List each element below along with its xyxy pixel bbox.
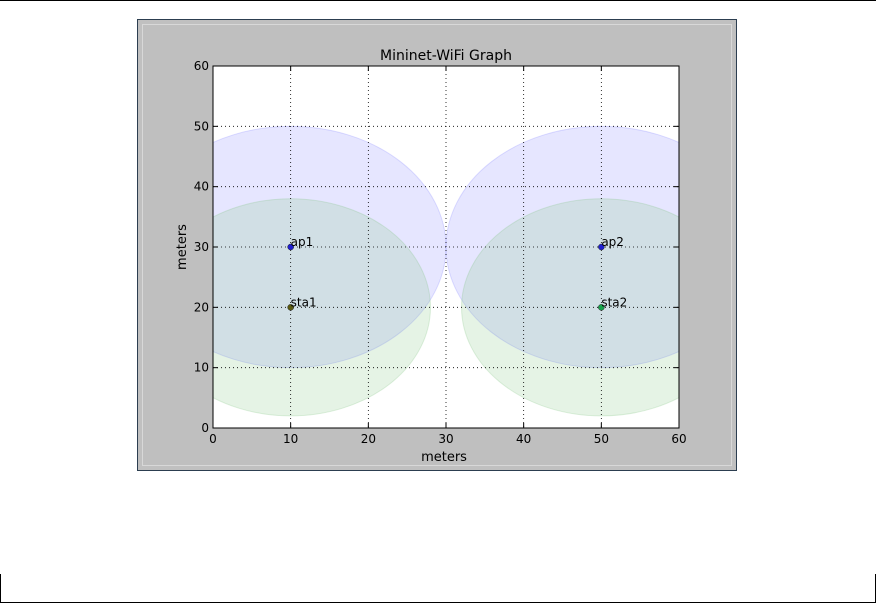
x-tick-label: 40 — [516, 432, 531, 446]
x-tick-label: 30 — [438, 432, 453, 446]
y-tick-label: 50 — [194, 119, 209, 133]
ap1-point — [287, 243, 294, 251]
x-axis-label: meters — [421, 450, 467, 465]
x-tick-label: 20 — [361, 432, 376, 446]
ap2-label: ap2 — [601, 235, 624, 249]
y-tick-label: 10 — [194, 361, 209, 375]
sta1-label: sta1 — [291, 295, 317, 309]
chart-title: Mininet-WiFi Graph — [380, 48, 512, 64]
sta2-label: sta2 — [601, 295, 627, 309]
ap2-point — [598, 243, 605, 251]
y-tick-label: 30 — [194, 240, 209, 254]
ap1-label: ap1 — [291, 235, 314, 249]
y-tick-label: 60 — [194, 59, 209, 73]
top-rule — [0, 0, 876, 1]
x-tick-label: 0 — [209, 432, 217, 446]
y-tick-label: 0 — [201, 421, 209, 435]
y-axis-label: meters — [175, 224, 190, 270]
sta1-point — [287, 304, 294, 311]
y-tick-label: 40 — [194, 180, 209, 194]
x-tick-label: 10 — [283, 432, 298, 446]
sta2-point — [598, 304, 605, 311]
x-tick-label: 60 — [671, 432, 686, 446]
y-tick-label: 20 — [194, 300, 209, 314]
x-tick-label: 50 — [594, 432, 609, 446]
